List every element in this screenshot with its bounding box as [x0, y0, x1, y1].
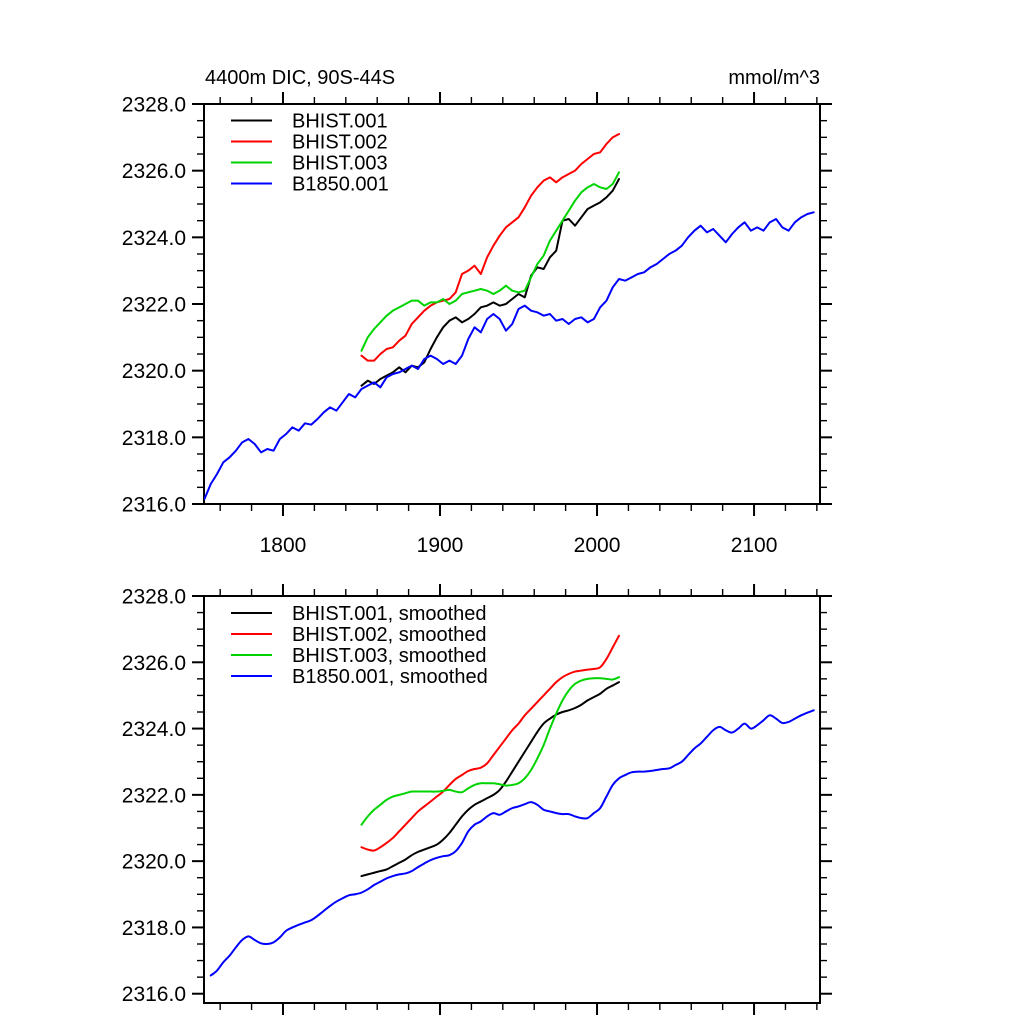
units-label: mmol/m^3 [728, 67, 820, 89]
y-tick-label: 2326.0 [122, 652, 186, 675]
y-tick-label: 2318.0 [122, 427, 186, 450]
series-line [360, 171, 621, 352]
y-tick-label: 2328.0 [122, 94, 186, 117]
x-tick-label: 1800 [260, 534, 307, 557]
legend-label: BHIST.001, smoothed [292, 603, 487, 625]
bottom-chart: 2316.0 2318.0 2320.0 2322.0 2324.0 2326.0 2328… [122, 584, 832, 1015]
y-tick-label: 2328.0 [122, 586, 186, 609]
series-line [360, 178, 621, 387]
legend-label: BHIST.002, smoothed [292, 624, 487, 646]
legend-label: BHIST.002 [292, 132, 388, 154]
x-tick-label: 1900 [417, 534, 464, 557]
series-line [360, 681, 621, 878]
series-group [209, 634, 815, 977]
series-line [360, 634, 621, 852]
y-tick-label: 2316.0 [122, 494, 186, 517]
legend-bottom-chart: BHIST.001, smoothed BHIST.002, smoothed … [231, 603, 488, 688]
y-tick-label: 2320.0 [122, 360, 186, 383]
legend-label: BHIST.003 [292, 153, 388, 175]
y-tick-label: 2318.0 [122, 917, 186, 940]
y-tick-label: 2316.0 [122, 983, 186, 1006]
x-tick-label: 2100 [731, 534, 778, 557]
plot-frame [203, 595, 821, 1004]
legend-label: BHIST.003, smoothed [292, 645, 487, 667]
series-line [360, 133, 621, 362]
series-line [204, 211, 815, 500]
series-line [360, 676, 621, 826]
series-line [209, 709, 815, 977]
x-tick-label: 2000 [574, 534, 621, 557]
y-tick-label: 2324.0 [122, 227, 186, 250]
legend-label: B1850.001 [292, 174, 389, 196]
y-tick-label: 2326.0 [122, 160, 186, 183]
y-tick-label: 2324.0 [122, 718, 186, 741]
legend-top-chart: BHIST.001 BHIST.002 BHIST.003 B1850.001 [231, 111, 389, 196]
chart-title: 4400m DIC, 90S-44S [205, 67, 395, 89]
y-tick-label: 2322.0 [122, 294, 186, 317]
series-group [204, 133, 815, 500]
y-tick-label: 2322.0 [122, 784, 186, 807]
y-tick-label: 2320.0 [122, 851, 186, 874]
legend-label: B1850.001, smoothed [292, 666, 488, 688]
legend-label: BHIST.001 [292, 111, 388, 133]
top-chart: 2316.0 2318.0 2320.0 2322.0 2324.0 2326.0 2328… [122, 92, 832, 557]
